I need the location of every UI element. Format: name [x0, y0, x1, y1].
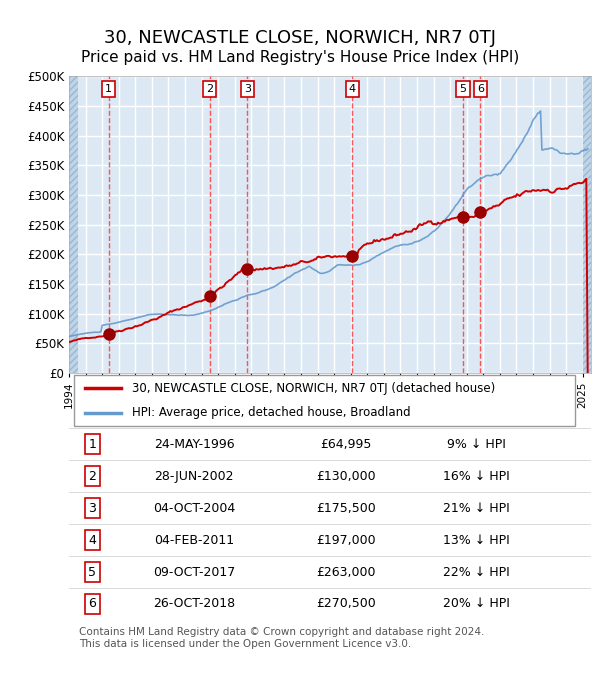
Text: 30, NEWCASTLE CLOSE, NORWICH, NR7 0TJ (detached house): 30, NEWCASTLE CLOSE, NORWICH, NR7 0TJ (d… — [131, 382, 495, 395]
Text: 13% ↓ HPI: 13% ↓ HPI — [443, 534, 509, 547]
Text: 21% ↓ HPI: 21% ↓ HPI — [443, 502, 509, 515]
Text: 04-OCT-2004: 04-OCT-2004 — [153, 502, 235, 515]
Text: 6: 6 — [477, 84, 484, 95]
Text: 20% ↓ HPI: 20% ↓ HPI — [443, 598, 509, 611]
Text: 30, NEWCASTLE CLOSE, NORWICH, NR7 0TJ: 30, NEWCASTLE CLOSE, NORWICH, NR7 0TJ — [104, 29, 496, 47]
Text: 1: 1 — [105, 84, 112, 95]
Text: 4: 4 — [89, 534, 97, 547]
Text: 16% ↓ HPI: 16% ↓ HPI — [443, 470, 509, 483]
Text: 22% ↓ HPI: 22% ↓ HPI — [443, 566, 509, 579]
Text: 2: 2 — [206, 84, 213, 95]
Text: 26-OCT-2018: 26-OCT-2018 — [153, 598, 235, 611]
Text: 1: 1 — [89, 438, 97, 451]
Text: 09-OCT-2017: 09-OCT-2017 — [153, 566, 235, 579]
Text: 9% ↓ HPI: 9% ↓ HPI — [447, 438, 506, 451]
Text: 3: 3 — [244, 84, 251, 95]
Text: £270,500: £270,500 — [316, 598, 376, 611]
Bar — [69, 76, 78, 373]
Text: £197,000: £197,000 — [316, 534, 376, 547]
Text: 6: 6 — [89, 598, 97, 611]
Text: 5: 5 — [460, 84, 466, 95]
Text: £263,000: £263,000 — [316, 566, 376, 579]
Text: 4: 4 — [349, 84, 356, 95]
Text: Price paid vs. HM Land Registry's House Price Index (HPI): Price paid vs. HM Land Registry's House … — [81, 50, 519, 65]
Text: £64,995: £64,995 — [320, 438, 371, 451]
Text: 3: 3 — [89, 502, 97, 515]
Bar — [583, 76, 591, 373]
Text: Contains HM Land Registry data © Crown copyright and database right 2024.
This d: Contains HM Land Registry data © Crown c… — [79, 627, 485, 649]
Text: £130,000: £130,000 — [316, 470, 376, 483]
Text: 2: 2 — [89, 470, 97, 483]
Text: HPI: Average price, detached house, Broadland: HPI: Average price, detached house, Broa… — [131, 407, 410, 420]
FancyBboxPatch shape — [74, 375, 575, 426]
Text: 04-FEB-2011: 04-FEB-2011 — [154, 534, 235, 547]
Text: 24-MAY-1996: 24-MAY-1996 — [154, 438, 235, 451]
Text: £175,500: £175,500 — [316, 502, 376, 515]
Text: 28-JUN-2002: 28-JUN-2002 — [155, 470, 234, 483]
Text: 5: 5 — [88, 566, 97, 579]
